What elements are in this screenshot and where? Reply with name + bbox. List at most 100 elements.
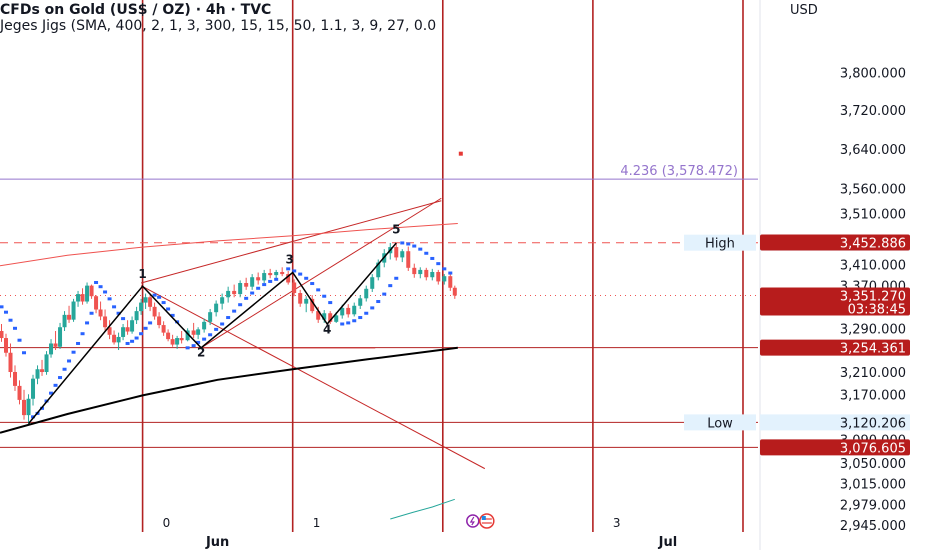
sar-dot-25 xyxy=(116,311,121,315)
red-square-marker xyxy=(458,151,463,156)
candle-body-27 xyxy=(121,327,126,337)
wave-label-2: 2 xyxy=(197,346,205,360)
candle-body-81 xyxy=(424,269,429,278)
candle-body-13 xyxy=(58,327,63,347)
price-tick-2: 3,015.000 xyxy=(840,477,906,492)
candle-body-44 xyxy=(202,321,207,330)
price-tick-9: 3,290.000 xyxy=(840,322,906,337)
candle-body-23 xyxy=(103,316,108,328)
candle-body-45 xyxy=(208,312,213,322)
sar-dot-20 xyxy=(94,280,99,284)
candle-body-16 xyxy=(71,301,76,320)
candle-body-79 xyxy=(412,267,417,275)
candle-body-39 xyxy=(175,338,180,345)
session-label-1: 1 xyxy=(313,516,321,530)
sar-dot-44 xyxy=(214,327,219,331)
wave-line xyxy=(27,242,397,425)
price-tick-7: 3,210.000 xyxy=(840,366,906,381)
sar-dot-24 xyxy=(112,305,117,309)
sar-dot-58 xyxy=(304,276,309,280)
sar-dot-28 xyxy=(130,339,135,343)
candle-body-61 xyxy=(304,298,309,304)
sar-dot-36 xyxy=(166,307,171,311)
badge-3076-605-bg xyxy=(760,439,910,456)
sar-dot-32 xyxy=(148,321,153,325)
low-tag-axis-bg xyxy=(760,414,910,431)
wave-labels: 1 2 3 4 5 xyxy=(138,223,400,360)
sar-dot-67 xyxy=(364,311,369,315)
badge-3254-361-bg xyxy=(760,339,910,356)
candle-body-53 xyxy=(256,277,261,281)
sar-dot-81 xyxy=(448,271,453,275)
sar-dot-65 xyxy=(352,319,357,323)
price-tick-3: 3,050.000 xyxy=(840,457,906,472)
mini-series-line xyxy=(390,498,455,520)
sar-dot-40 xyxy=(191,344,196,348)
candle-body-32 xyxy=(143,297,148,303)
candle-body-47 xyxy=(220,297,225,304)
candle-body-64 xyxy=(322,313,327,320)
price-badges: High3,452.500Low3,120.2063,452.8863,351.… xyxy=(684,234,910,456)
candle-body-69 xyxy=(352,305,357,315)
sar-dot-75 xyxy=(412,244,417,248)
candle-body-34 xyxy=(152,306,157,317)
price-tick-1: 2,979.000 xyxy=(840,499,906,514)
price-tick-15: 3,510.000 xyxy=(840,207,906,222)
sar-dot-51 xyxy=(256,286,261,290)
sar-dot-31 xyxy=(143,326,148,330)
sar-dot-4 xyxy=(17,338,22,342)
sar-dot-6 xyxy=(31,415,36,419)
sar-dot-61 xyxy=(322,294,327,298)
candle-body-77 xyxy=(400,251,405,258)
candle-body-60 xyxy=(298,293,303,304)
sar-dot-34 xyxy=(157,295,162,299)
badge-3076-605: 3,076.605 xyxy=(840,441,906,456)
sar-dot-10 xyxy=(49,391,54,395)
candle-body-36 xyxy=(161,325,166,333)
price-tick-19: 3,800.000 xyxy=(840,66,906,81)
sar-dot-70 xyxy=(382,292,387,296)
symbol-title[interactable]: CFDs on Gold (US$ / OZ) · 4h · TVC xyxy=(0,2,272,18)
candle-body-28 xyxy=(125,327,130,332)
candle-body-35 xyxy=(157,316,162,326)
sar-dot-19 xyxy=(89,311,94,315)
sar-dot-15 xyxy=(71,350,76,354)
sar-dot-76 xyxy=(418,247,423,251)
indicator-legend[interactable]: Jeges Jigs (SMA, 400, 2, 1, 3, 300, 15, … xyxy=(0,18,437,34)
sar-dot-12 xyxy=(58,376,63,380)
candle-body-18 xyxy=(80,294,85,302)
event-icons xyxy=(466,513,495,529)
candle-body-11 xyxy=(49,343,54,355)
price-axis: 2,945.0002,979.0003,015.0003,050.0003,09… xyxy=(759,0,932,550)
sar-dot-77 xyxy=(424,251,429,255)
sar-dot-27 xyxy=(125,341,130,345)
sar-dot-3 xyxy=(13,326,18,330)
candle-body-83 xyxy=(436,271,441,282)
sar-dot-48 xyxy=(238,303,243,307)
sar-dot-54 xyxy=(274,277,279,281)
badge-last-price-countdown: 03:38:45 xyxy=(848,303,906,318)
sar-dot-57 xyxy=(298,272,303,276)
sar-dot-35 xyxy=(161,301,166,305)
candle-body-72 xyxy=(370,277,375,289)
low-tag: Low xyxy=(707,416,733,431)
price-tick-0: 2,945.000 xyxy=(840,519,906,534)
sar-dot-42 xyxy=(202,337,207,341)
candle-body-46 xyxy=(214,303,219,313)
candle-body-85 xyxy=(448,276,453,288)
price-tick-17: 3,640.000 xyxy=(840,143,906,158)
fib-4-236-label: 4.236 (3,578.472) xyxy=(620,164,738,179)
candle-body-42 xyxy=(191,330,196,335)
candle-body-86 xyxy=(452,287,457,296)
sar-dot-17 xyxy=(80,332,85,336)
price-tick-6: 3,170.000 xyxy=(840,388,906,403)
sar-dot-73 xyxy=(400,241,405,245)
sar-dot-74 xyxy=(406,242,411,246)
candle-body-71 xyxy=(364,288,369,299)
sar-dot-1 xyxy=(4,310,9,314)
candle-body-38 xyxy=(170,339,175,345)
sar-dot-30 xyxy=(139,332,144,336)
currency-label[interactable]: USD xyxy=(790,3,818,18)
